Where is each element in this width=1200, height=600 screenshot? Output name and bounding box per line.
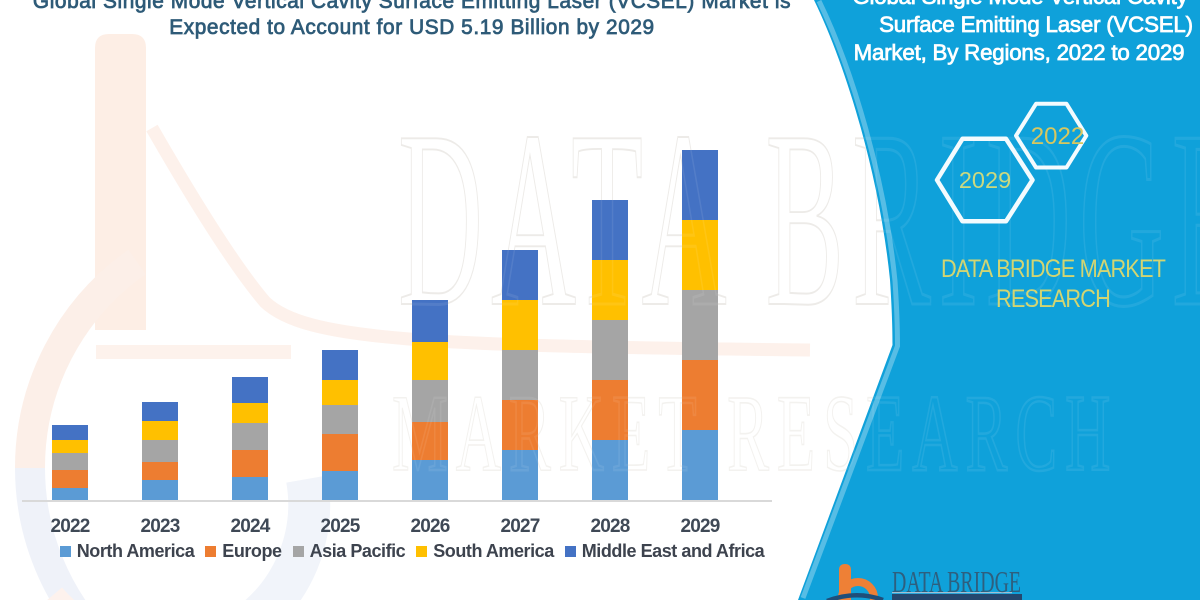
svg-text:DATA BRIDGE: DATA BRIDGE (398, 78, 1200, 359)
svg-text:MARKET RESEARCH: MARKET RESEARCH (392, 373, 1118, 495)
